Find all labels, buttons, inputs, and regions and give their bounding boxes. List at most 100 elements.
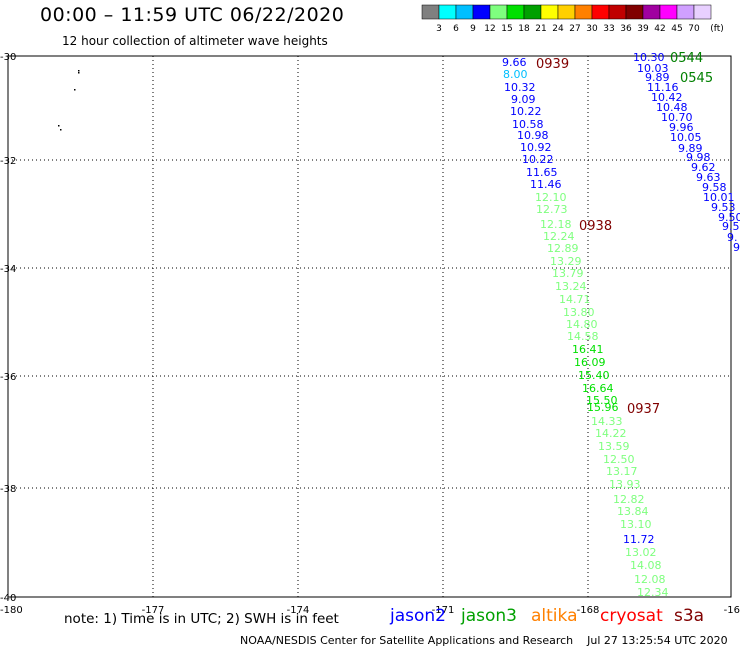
color-scale-label: (ft): [710, 24, 724, 34]
wave-height-label: 10.01: [703, 191, 735, 204]
wave-height-label: 11.65: [526, 166, 558, 179]
wave-height-label: 12.82: [613, 493, 645, 506]
wave-height-label: 10.22: [510, 105, 542, 118]
pass-times: 0939 0938 0937 0544 0545: [536, 51, 713, 417]
longitude-ticks: -180 -177 -174 -171 -168 -16: [0, 605, 740, 616]
color-scale-label: 9: [470, 24, 476, 34]
map-title: 00:00 – 11:59 UTC 06/22/2020: [40, 4, 345, 26]
longitude-tick-label: -180: [0, 605, 23, 616]
wave-height-label: 9.53: [711, 201, 736, 214]
wave-height-label: 10.32: [504, 81, 536, 94]
lat-lon-grid: [8, 56, 731, 597]
wave-height-label: 14.71: [559, 293, 591, 306]
wave-height-label: 9.66: [502, 56, 527, 69]
pass-time-label: 0939: [536, 57, 569, 72]
wave-height-label: 10.30: [633, 51, 665, 64]
color-scale-label: 70: [688, 24, 700, 34]
wave-height-label: 11.46: [530, 178, 562, 191]
wave-height-label: 9.89: [645, 71, 670, 84]
pass-time-label: 0544: [670, 51, 703, 66]
wave-height-label: 9: [733, 241, 740, 254]
longitude-tick-label: -16: [724, 605, 740, 616]
wave-height-label: 13.84: [617, 505, 649, 518]
credit-line: NOAA/NESDIS Center for Satellite Applica…: [240, 634, 728, 647]
wave-height-label: 16.64: [582, 382, 614, 395]
wave-height-label: 14.22: [595, 427, 627, 440]
color-scale-label: 42: [654, 24, 665, 34]
color-swatch: [489, 4, 508, 20]
wave-height-label: 9.58: [702, 181, 727, 194]
wave-height-label: 9.09: [511, 93, 536, 106]
wave-height-label: 14.80: [566, 318, 598, 331]
color-scale-label: 12: [484, 24, 495, 34]
credit-timestamp: Jul 27 13:25:54 UTC 2020: [587, 634, 728, 647]
legend-altika: altika: [531, 606, 578, 626]
color-swatch: [642, 4, 661, 20]
wave-height-label: 13.10: [620, 518, 652, 531]
wave-height-label: 15.96: [587, 401, 619, 414]
wave-height-label: 9.5: [722, 220, 740, 233]
legend-cryosat: cryosat: [600, 606, 663, 626]
wave-height-label: 9.89: [678, 142, 703, 155]
color-swatch: [421, 4, 440, 20]
map-frame: [7, 55, 732, 598]
units-note: note: 1) Time is in UTC; 2) SWH is in fe…: [64, 611, 339, 627]
color-scale-label: 6: [453, 24, 459, 34]
wave-height-label: 10.42: [651, 91, 683, 104]
color-scale-label: 21: [535, 24, 546, 34]
longitude-tick-label: -171: [432, 605, 455, 616]
legend-s3a: s3a: [674, 606, 705, 626]
color-scale-label: 36: [620, 24, 632, 34]
wave-height-label: 13.02: [625, 546, 657, 559]
wave-height-label: 13.93: [609, 478, 641, 491]
wave-height-label: 14.58: [567, 330, 599, 343]
latitude-tick-label: -34: [0, 264, 16, 275]
color-swatch: [455, 4, 474, 20]
wave-height-label: 13.24: [555, 280, 587, 293]
color-scale-label: 33: [603, 24, 614, 34]
color-scale-label: 39: [637, 24, 649, 34]
color-scale-bar: 3 6 9 12 15 18 21 24 27 30 33 36 39 42 45 70 (ft): [421, 4, 724, 34]
color-scale-label: 45: [671, 24, 682, 34]
wave-height-label: 10.70: [661, 111, 693, 124]
color-scale-label: 18: [518, 24, 530, 34]
wave-height-label: 10.48: [656, 101, 688, 114]
pass-time-label: 0545: [680, 71, 713, 86]
jason3-track: 10.3010.039.8911.1610.4210.4810.709.9610…: [633, 51, 740, 254]
wave-height-label: 10.92: [520, 141, 552, 154]
color-swatch: [659, 4, 678, 20]
wave-height-label: 15.40: [578, 369, 610, 382]
legend-jason2: jason2: [390, 606, 446, 626]
wave-height-label: 9.98: [686, 151, 711, 164]
wave-height-label: 15.50: [586, 394, 618, 407]
color-swatch: [608, 4, 627, 20]
map-subtitle: 12 hour collection of altimeter wave hei…: [62, 34, 328, 48]
wave-height-label: 12.18: [540, 218, 572, 231]
wave-height-label: 12.24: [543, 230, 575, 243]
pass-time-label: 0937: [627, 402, 660, 417]
color-scale-label: 27: [569, 24, 580, 34]
wave-height-label: 11.72: [623, 533, 655, 546]
color-swatch: [625, 4, 644, 20]
wave-height-label: 14.33: [591, 415, 623, 428]
color-scale-label: 30: [586, 24, 598, 34]
wave-height-label: 13.79: [552, 267, 584, 280]
color-scale-label: 3: [436, 24, 442, 34]
wave-height-label: 10.22: [522, 153, 554, 166]
wave-height-label: 13.59: [598, 440, 630, 453]
wave-height-label: 12.50: [603, 453, 635, 466]
land-dots: [58, 70, 80, 131]
wave-height-label: 16.09: [574, 356, 606, 369]
color-swatch: [557, 4, 576, 20]
longitude-tick-label: -174: [287, 605, 310, 616]
color-swatch: [540, 4, 559, 20]
jason2-track: 9.668.0010.329.0910.2210.5810.9810.9210.…: [502, 56, 669, 599]
color-scale-label: 24: [552, 24, 564, 34]
credit-org: NOAA/NESDIS Center for Satellite Applica…: [240, 634, 574, 647]
wave-height-label: 9.63: [696, 171, 721, 184]
color-swatch: [438, 4, 457, 20]
wave-height-label: 9.62: [691, 161, 716, 174]
wave-height-label: 12.08: [634, 573, 666, 586]
wave-height-label: 12.10: [535, 191, 567, 204]
